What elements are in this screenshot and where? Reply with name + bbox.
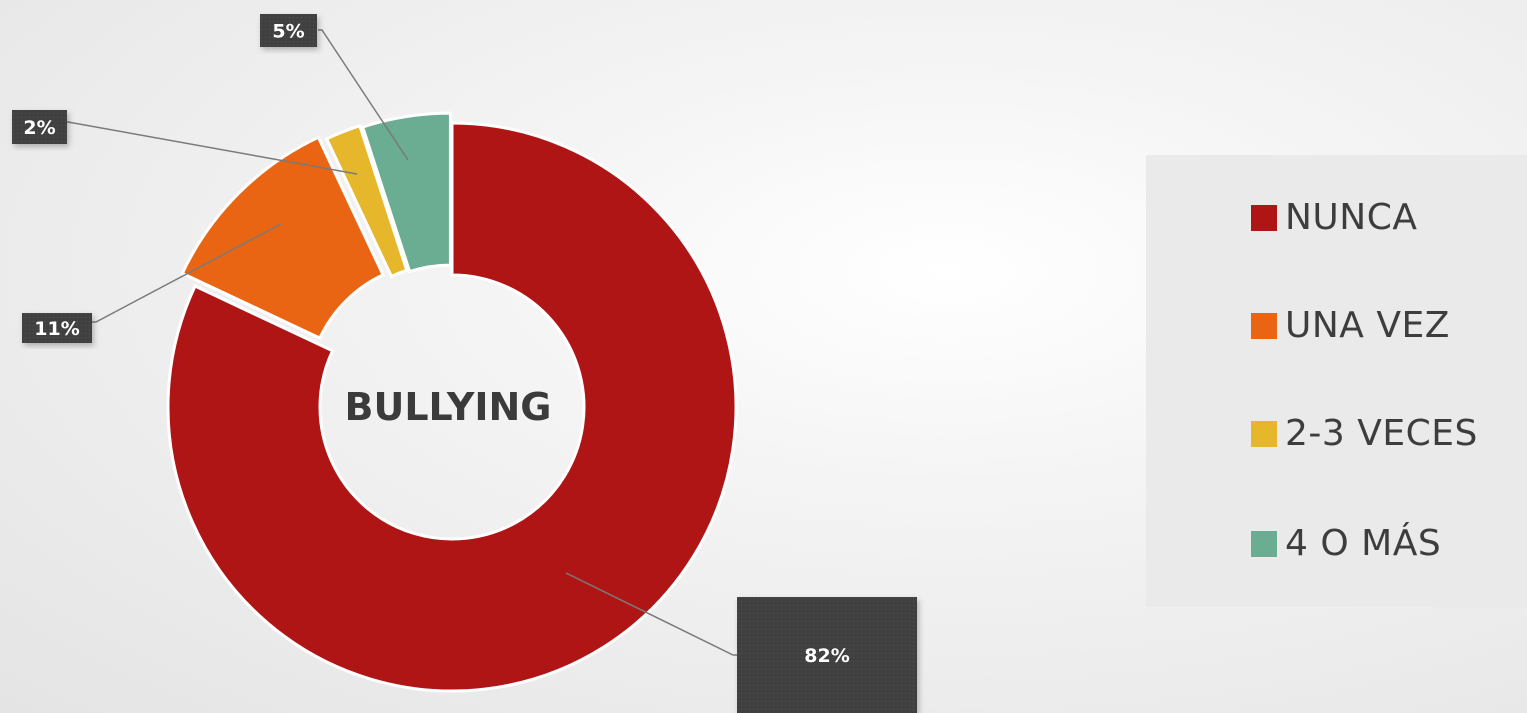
legend-label-una-vez: UNA VEZ	[1285, 305, 1450, 346]
leader-line-4-o-mas	[318, 29, 409, 161]
legend-label-2-3-veces: 2-3 VECES	[1285, 413, 1478, 454]
data-label-2-3-veces: 2%	[23, 117, 55, 139]
data-label-box-2-3-veces	[12, 110, 67, 144]
legend-swatch-4-o-mas	[1251, 530, 1277, 557]
slice-2-3-veces	[324, 123, 409, 279]
legend-item-nunca: NUNCA	[1251, 197, 1417, 238]
data-label-box-4-o-mas	[260, 14, 317, 47]
legend: NUNCA UNA VEZ 2-3 VECES 4 O MÁS	[1146, 155, 1527, 607]
legend-item-2-3-veces: 2-3 VECES	[1251, 413, 1478, 454]
legend-label-4-o-mas: 4 O MÁS	[1285, 523, 1442, 564]
data-label-box-una-vez	[22, 313, 92, 343]
data-label-una-vez: 11%	[34, 318, 79, 340]
legend-swatch-2-3-veces	[1251, 420, 1277, 447]
legend-item-4-o-mas: 4 O MÁS	[1251, 523, 1441, 564]
legend-label-nunca: NUNCA	[1285, 197, 1418, 238]
legend-swatch-nunca	[1251, 204, 1277, 231]
data-label-box-nunca	[737, 597, 917, 713]
data-label-nunca: 82%	[804, 645, 849, 667]
data-label-4-o-mas: 5%	[272, 21, 304, 43]
slice-4-o-mas	[360, 111, 452, 274]
legend-item-una-vez: UNA VEZ	[1251, 305, 1450, 346]
legend-swatch-una-vez	[1251, 312, 1277, 339]
slice-una-vez	[180, 135, 386, 341]
chart-title: BULLYING	[345, 385, 552, 429]
slice-nunca	[166, 121, 738, 693]
leader-line-nunca	[565, 572, 737, 656]
leader-line-una-vez	[92, 223, 282, 323]
